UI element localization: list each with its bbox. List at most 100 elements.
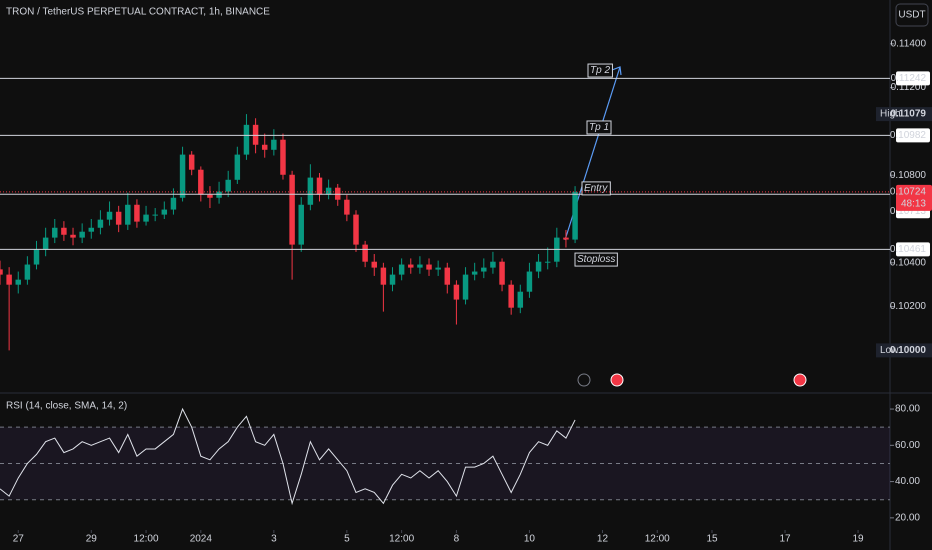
candle-body	[444, 267, 451, 285]
candle-body	[481, 267, 487, 272]
candle-body	[490, 261, 496, 268]
candle-body	[398, 264, 405, 275]
candle-body	[170, 197, 177, 210]
y-tick-label: 0.11200	[891, 82, 927, 93]
candle-body	[79, 231, 85, 238]
x-tick-label: 8	[454, 534, 460, 545]
x-tick-label: 2024	[190, 534, 213, 545]
candle-body	[335, 187, 341, 200]
rsi-line	[0, 407, 576, 506]
level-label: Tp 2	[590, 65, 610, 76]
candle-body	[417, 264, 423, 268]
high-box	[876, 107, 932, 122]
current-price: 0.10724	[890, 186, 927, 197]
candle-body	[6, 274, 12, 285]
x-tick-label: 12:00	[134, 534, 159, 545]
candle-body	[298, 204, 304, 245]
candle-body	[188, 154, 195, 170]
countdown: 48:13	[901, 198, 926, 209]
arrow-head	[611, 66, 622, 76]
high-label: High	[880, 109, 901, 120]
candle-body	[362, 244, 368, 262]
x-tick-label: 27	[13, 534, 25, 545]
candle-body	[471, 271, 478, 275]
candle-body	[24, 264, 31, 280]
candle-body	[535, 261, 542, 272]
x-tick-label: 3	[271, 534, 277, 545]
level-label: Tp 1	[589, 122, 609, 133]
candle-body	[52, 227, 58, 238]
level-label-box	[574, 252, 618, 267]
event-icon[interactable]	[793, 373, 807, 387]
candle-body	[33, 249, 40, 265]
candle-body	[88, 227, 95, 232]
candle-body	[289, 174, 295, 245]
level-price-box	[896, 242, 930, 257]
level-label-box	[586, 120, 612, 135]
currency-label[interactable]: USDT	[898, 10, 925, 21]
candle-body	[207, 194, 213, 198]
x-tick-label: 10	[524, 534, 536, 545]
candle-body	[152, 214, 158, 216]
low-label: Low	[880, 345, 899, 356]
candle-body	[225, 179, 231, 192]
level-label-box	[587, 63, 613, 78]
x-tick-label: 12	[597, 534, 609, 545]
x-tick-label: 29	[86, 534, 98, 545]
candle-body	[161, 209, 168, 215]
candle-body	[462, 274, 469, 300]
candle-body	[508, 284, 514, 308]
low-value: 0.10000	[890, 345, 927, 356]
candle-body	[453, 284, 460, 300]
candle-body	[0, 269, 3, 275]
candle-body	[252, 124, 259, 145]
candle-body	[316, 177, 323, 195]
level-price: 0.10713	[890, 206, 927, 217]
chart-title: TRON / TetherUS PERPETUAL CONTRACT, 1h, …	[6, 7, 270, 18]
y-tick-label: 0.10200	[890, 301, 927, 312]
x-tick-label: 12:00	[389, 534, 414, 545]
candle-body	[198, 169, 204, 195]
rsi-title: RSI (14, close, SMA, 14, 2)	[6, 401, 127, 412]
y-tick-label: 0.10800	[890, 170, 927, 181]
candle-body	[143, 214, 149, 222]
candle-body	[499, 261, 505, 285]
event-icon[interactable]	[610, 373, 624, 387]
level-label: Entry	[584, 183, 608, 194]
y-tick-label: 0.11400	[891, 38, 927, 49]
x-tick-label: 19	[852, 534, 864, 545]
candle-body	[125, 204, 131, 225]
candle-body	[544, 261, 551, 263]
level-price: 0.11242	[891, 73, 927, 84]
y-tick-label: 0.10400	[890, 257, 927, 268]
y-tick-label: 60.00	[895, 440, 920, 451]
currency-button[interactable]	[895, 3, 929, 27]
level-price-box	[896, 71, 930, 86]
candle-body	[380, 267, 387, 285]
candle-body	[307, 177, 314, 205]
candle-body	[70, 234, 76, 238]
low-box	[876, 343, 932, 358]
candle-body	[271, 139, 277, 150]
high-value: 0.11079	[890, 109, 926, 120]
candle-body	[517, 291, 524, 308]
event-icons	[577, 373, 807, 387]
candle-body	[61, 227, 67, 235]
level-price-box	[896, 128, 930, 143]
x-tick-label: 15	[706, 534, 718, 545]
rsi-band	[0, 427, 890, 500]
candle-body	[426, 264, 432, 270]
y-tick-label: 20.00	[895, 512, 920, 523]
candle-body	[243, 124, 250, 155]
candle-body	[563, 237, 569, 240]
candle-body	[408, 264, 414, 268]
y-tick-label: 80.00	[895, 404, 920, 415]
x-tick-label: 17	[779, 534, 791, 545]
candle-body	[280, 139, 286, 175]
candle-body	[572, 191, 578, 240]
x-tick-label: 12:00	[645, 534, 670, 545]
candle-body	[325, 187, 332, 195]
candle-body	[106, 211, 113, 220]
event-icon[interactable]	[577, 373, 591, 387]
candle-body	[435, 267, 441, 270]
